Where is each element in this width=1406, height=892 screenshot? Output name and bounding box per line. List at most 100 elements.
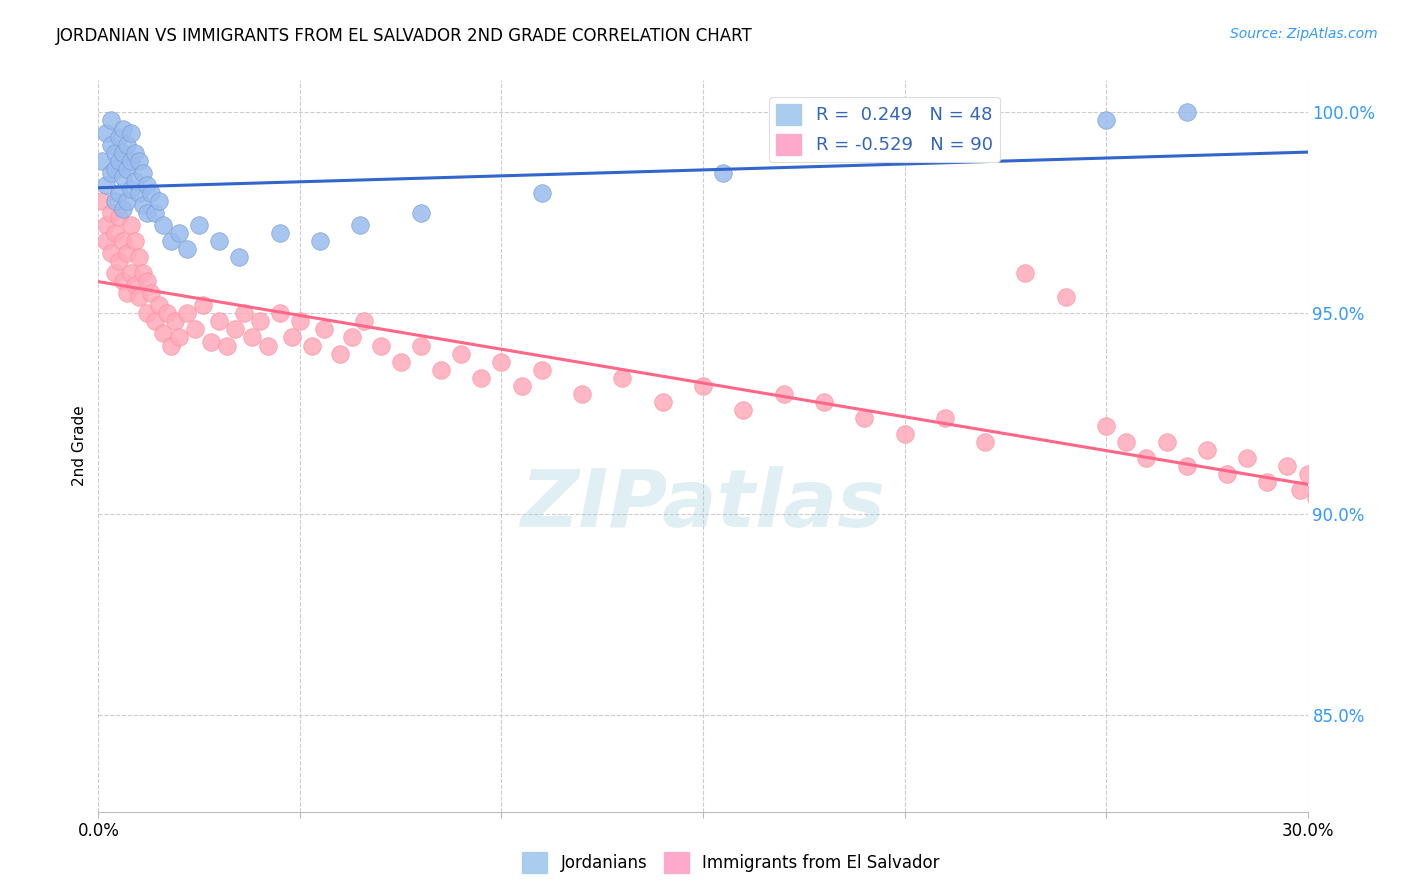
Point <box>342 330 364 344</box>
Point <box>692 378 714 392</box>
Point <box>772 386 794 401</box>
Legend: Jordanians, Immigrants from El Salvador: Jordanians, Immigrants from El Salvador <box>516 846 946 880</box>
Point <box>370 338 392 352</box>
Point <box>111 234 134 248</box>
Point <box>111 145 134 160</box>
Point <box>651 394 673 409</box>
Point <box>612 370 634 384</box>
Point <box>349 218 371 232</box>
Point <box>96 178 118 192</box>
Point <box>96 126 118 140</box>
Point <box>96 234 118 248</box>
Point <box>100 113 122 128</box>
Point <box>224 322 246 336</box>
Point <box>156 306 179 320</box>
Point <box>120 153 142 168</box>
Point <box>530 186 553 200</box>
Point <box>148 298 170 312</box>
Point <box>491 354 513 368</box>
Point <box>103 161 125 176</box>
Point <box>143 314 166 328</box>
Text: ZIPatlas: ZIPatlas <box>520 466 886 543</box>
Point <box>974 434 997 449</box>
Point <box>107 153 129 168</box>
Point <box>135 206 157 220</box>
Point <box>115 137 138 152</box>
Text: JORDANIAN VS IMMIGRANTS FROM EL SALVADOR 2ND GRADE CORRELATION CHART: JORDANIAN VS IMMIGRANTS FROM EL SALVADOR… <box>56 27 754 45</box>
Point <box>135 274 157 288</box>
Point <box>1115 434 1137 449</box>
Point <box>240 330 263 344</box>
Point <box>143 206 166 220</box>
Point <box>530 362 553 376</box>
Point <box>120 182 142 196</box>
Point <box>124 234 146 248</box>
Point <box>115 246 138 260</box>
Point <box>111 274 134 288</box>
Point <box>1236 451 1258 466</box>
Point <box>107 210 129 224</box>
Point <box>353 314 375 328</box>
Point <box>100 137 122 152</box>
Point <box>176 242 198 256</box>
Point <box>329 346 352 360</box>
Point <box>1175 105 1198 120</box>
Point <box>1195 443 1218 458</box>
Point <box>1316 556 1339 570</box>
Point <box>1305 491 1327 506</box>
Point <box>309 234 332 248</box>
Point <box>124 278 146 293</box>
Point <box>120 218 142 232</box>
Point <box>409 206 432 220</box>
Point <box>115 286 138 301</box>
Point <box>132 166 155 180</box>
Point <box>813 394 835 409</box>
Point <box>103 226 125 240</box>
Point <box>1316 475 1339 490</box>
Point <box>96 218 118 232</box>
Point <box>228 250 250 264</box>
Point <box>470 370 492 384</box>
Point <box>510 378 533 392</box>
Point <box>100 246 122 260</box>
Point <box>1256 475 1278 490</box>
Point <box>91 194 114 208</box>
Point <box>103 145 125 160</box>
Point <box>1095 418 1118 433</box>
Point <box>100 166 122 180</box>
Point <box>103 194 125 208</box>
Point <box>128 153 150 168</box>
Point <box>1095 113 1118 128</box>
Point <box>111 169 134 184</box>
Point <box>139 286 162 301</box>
Point <box>1288 483 1310 498</box>
Point <box>200 334 222 349</box>
Point <box>111 121 134 136</box>
Point <box>115 161 138 176</box>
Point <box>1316 475 1339 490</box>
Point <box>1277 459 1299 474</box>
Point <box>208 234 231 248</box>
Point <box>1296 467 1319 482</box>
Point <box>167 226 190 240</box>
Point <box>1135 451 1157 466</box>
Point <box>167 330 190 344</box>
Point <box>256 338 278 352</box>
Point <box>314 322 336 336</box>
Point <box>232 306 254 320</box>
Point <box>934 410 956 425</box>
Point <box>249 314 271 328</box>
Point <box>124 174 146 188</box>
Point <box>135 306 157 320</box>
Point <box>120 266 142 280</box>
Point <box>450 346 472 360</box>
Point <box>1014 266 1036 280</box>
Point <box>281 330 304 344</box>
Point <box>148 194 170 208</box>
Point <box>1175 459 1198 474</box>
Point <box>269 226 291 240</box>
Point <box>389 354 412 368</box>
Point <box>711 166 734 180</box>
Point <box>1316 491 1339 506</box>
Point <box>120 126 142 140</box>
